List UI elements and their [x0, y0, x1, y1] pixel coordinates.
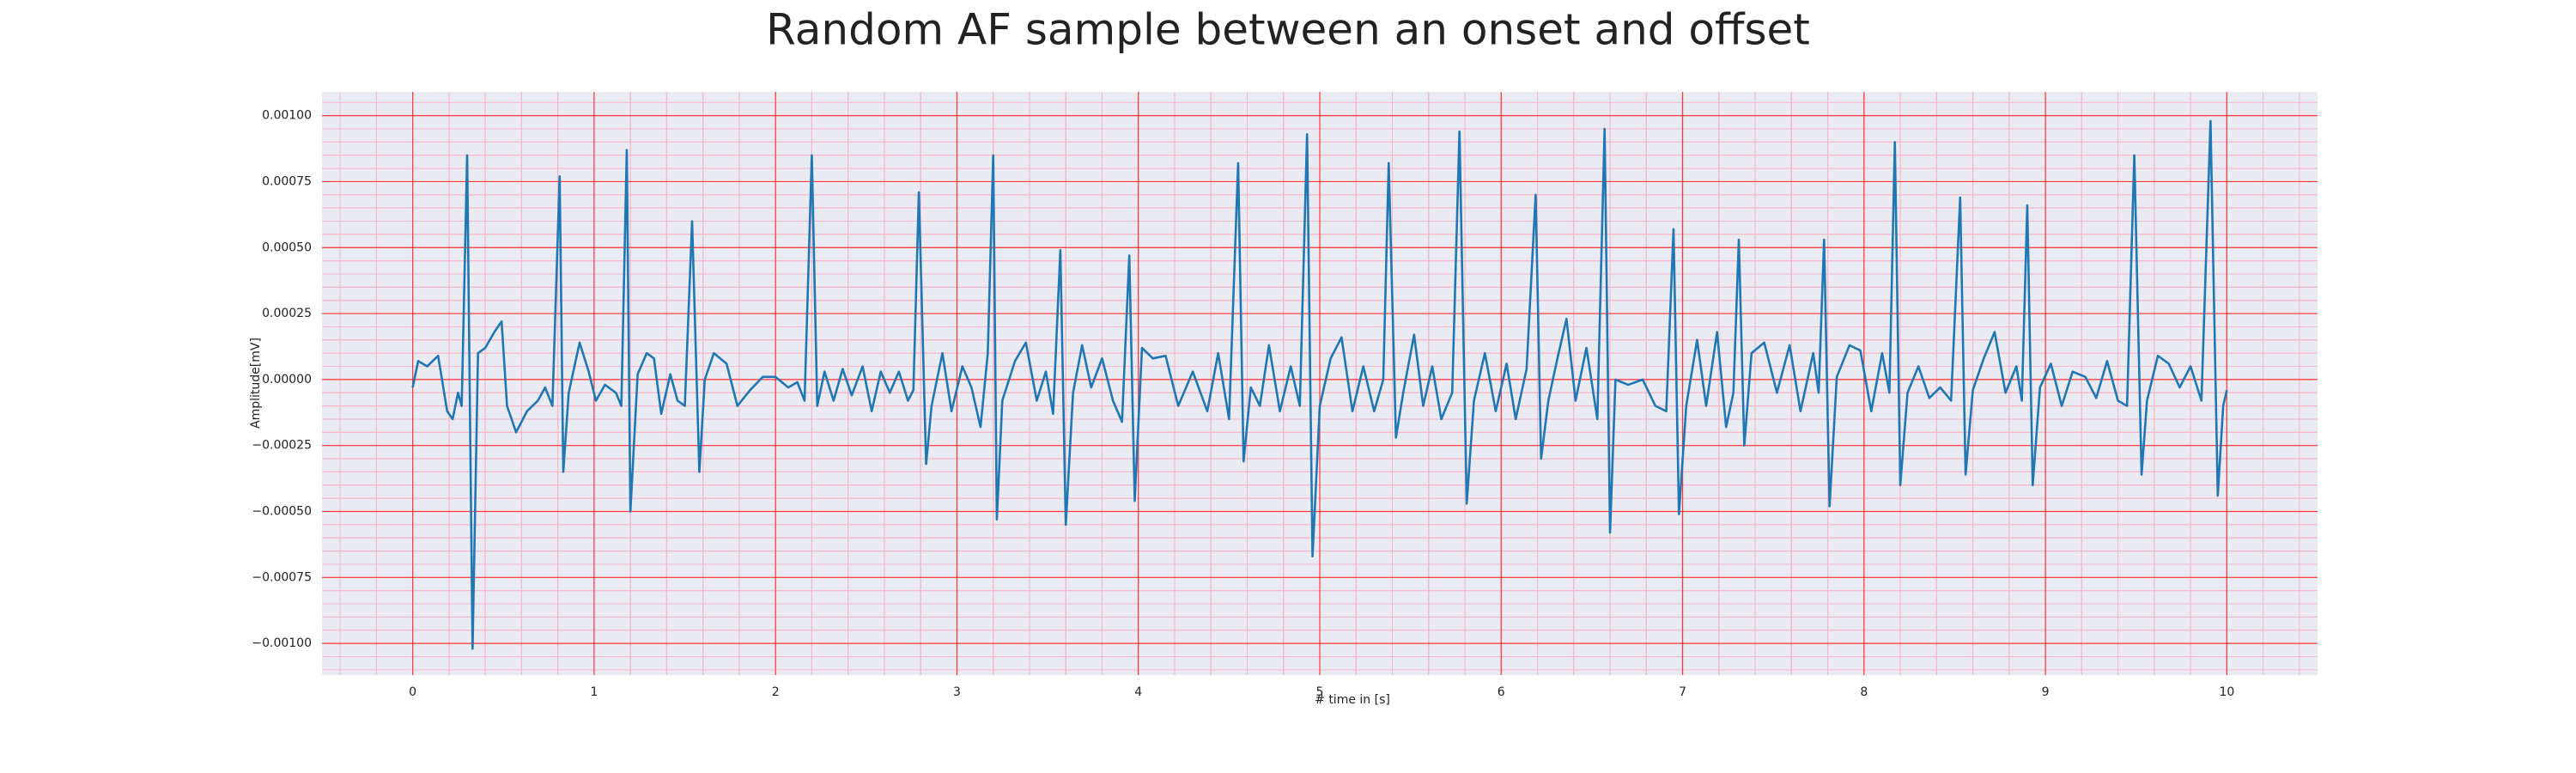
x-tick-label: 5 [1316, 685, 1324, 699]
y-tick-label: −0.00050 [252, 505, 312, 519]
x-tick-label: 8 [1860, 685, 1868, 699]
y-tick-label: −0.00075 [252, 570, 312, 584]
y-axis-label: Amplitude[mV] [249, 338, 263, 429]
y-tick-label: −0.00100 [252, 636, 312, 650]
y-tick-label: 0.00100 [262, 109, 312, 123]
x-tick-label: 0 [409, 685, 416, 699]
x-tick-label: 2 [772, 685, 780, 699]
y-tick-label: −0.00025 [252, 439, 312, 453]
y-tick-label: 0.00050 [262, 240, 312, 254]
x-tick-label: 7 [1679, 685, 1686, 699]
x-tick-label: 4 [1134, 685, 1142, 699]
signal-line [411, 119, 2228, 650]
chart-title: Random AF sample between an onset and of… [766, 5, 1810, 55]
y-tick-label: 0.00000 [262, 373, 312, 386]
x-tick-label: 1 [590, 685, 598, 699]
x-tick-label: 3 [953, 685, 961, 699]
y-tick-label: 0.00075 [262, 174, 312, 188]
x-tick-label: 10 [2219, 685, 2234, 699]
x-tick-label: 9 [2042, 685, 2050, 699]
y-tick-label: 0.00025 [262, 307, 312, 320]
x-axis-label: # time in [s] [1315, 693, 1390, 707]
x-tick-label: 6 [1498, 685, 1505, 699]
